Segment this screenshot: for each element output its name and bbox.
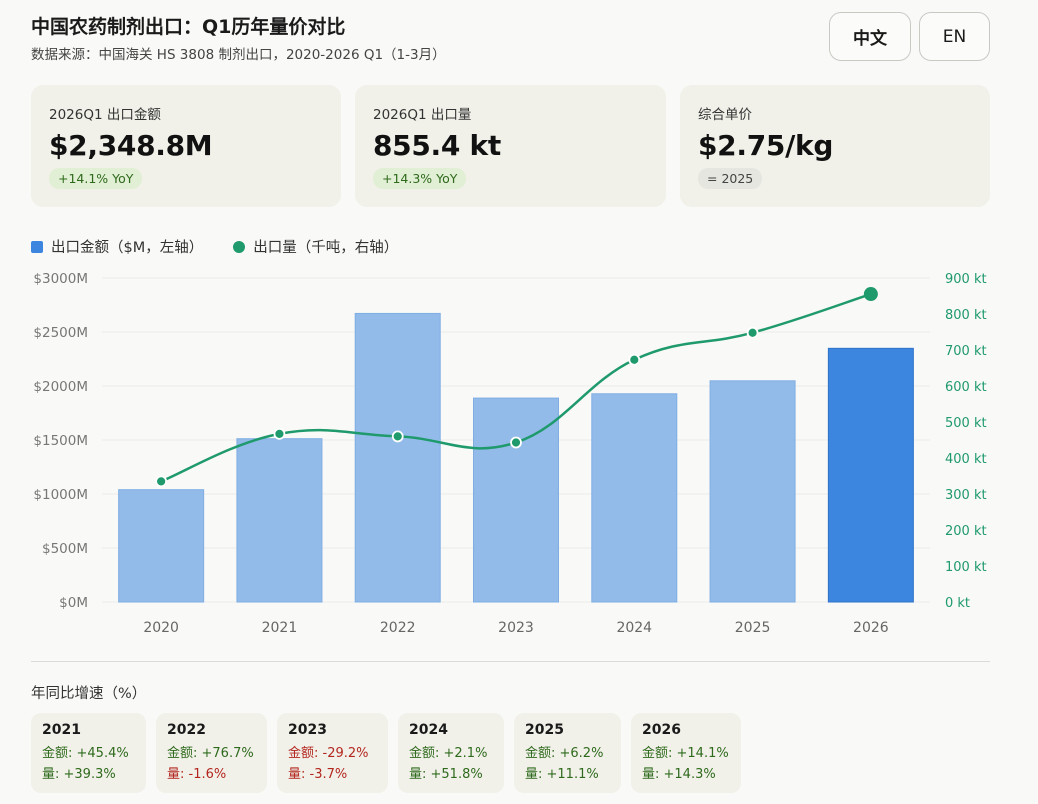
- x-tick-label: 2020: [143, 620, 179, 636]
- y-right-tick-label: 700 kt: [945, 344, 987, 359]
- growth-volume: 量: -3.7%: [288, 767, 348, 782]
- growth-volume: 量: -1.6%: [167, 767, 227, 782]
- volume-point-2025: [746, 326, 759, 339]
- x-tick-label: 2024: [616, 620, 652, 636]
- combo-chart: $0M $500M $1000M $1500M $2000M $2500M $3000M 0 …: [33, 271, 987, 636]
- volume-point-2020: [155, 475, 168, 488]
- kpi-badge: +14.1% YoY: [49, 168, 143, 189]
- growth-year: 2025: [525, 722, 564, 738]
- y-left-tick-label: $1500M: [33, 433, 88, 449]
- growth-card-2022: 2022 金额: +76.7% 量: -1.6%: [156, 713, 267, 793]
- x-tick-label: 2022: [380, 620, 416, 636]
- growth-amount: 金额: +6.2%: [525, 746, 604, 761]
- growth-year: 2026: [642, 722, 681, 738]
- y-left-tick-label: $1000M: [33, 487, 88, 503]
- y-right-tick-label: 0 kt: [945, 596, 970, 611]
- growth-card-2024: 2024 金额: +2.1% 量: +51.8%: [398, 713, 504, 793]
- bar-2022: [354, 312, 441, 603]
- y-right-tick-label: 600 kt: [945, 380, 987, 395]
- kpi-value: $2,348.8M: [49, 129, 213, 162]
- page-title: 中国农药制剂出口：Q1历年量价对比: [31, 16, 346, 38]
- growth-amount: 金额: +2.1%: [409, 746, 488, 761]
- growth-volume: 量: +39.3%: [42, 767, 116, 782]
- growth-amount: 金额: +76.7%: [167, 746, 254, 761]
- growth-card-2026: 2026 金额: +14.1% 量: +14.3%: [631, 713, 741, 793]
- kpi-card-unit-price: 综合单价 $2.75/kg = 2025: [680, 85, 990, 207]
- bar-2024: [591, 393, 678, 603]
- bar-2023: [473, 397, 559, 603]
- kpi-value: $2.75/kg: [698, 129, 834, 162]
- kpi-card-export-value: 2026Q1 出口金额 $2,348.8M +14.1% YoY: [31, 85, 341, 207]
- kpi-badge: = 2025: [698, 168, 763, 189]
- page-subtitle: 数据来源：中国海关 HS 3808 制剂出口，2020-2026 Q1（1-3月…: [31, 47, 446, 63]
- growth-volume: 量: +11.1%: [525, 767, 599, 782]
- growth-amount: 金额: +45.4%: [42, 746, 129, 761]
- growth-amount: 金额: +14.1%: [642, 746, 729, 761]
- growth-card-2021: 2021 金额: +45.4% 量: +39.3%: [31, 713, 146, 793]
- y-left-tick-label: $3000M: [33, 271, 88, 287]
- y-left-tick-label: $0M: [59, 595, 88, 611]
- growth-volume: 量: +51.8%: [409, 767, 483, 782]
- volume-point-2024: [628, 353, 641, 366]
- lang-en-button[interactable]: EN: [919, 12, 990, 61]
- x-tick-label: 2023: [498, 620, 534, 636]
- y-right-tick-label: 300 kt: [945, 488, 987, 503]
- y-right-tick-label: 500 kt: [945, 416, 987, 431]
- growth-year: 2022: [167, 722, 206, 738]
- y-left-tick-label: $2000M: [33, 379, 88, 395]
- legend-swatch-line: [233, 240, 246, 253]
- volume-point-2022: [391, 430, 404, 443]
- legend-label-bar: 出口金额（$M，左轴）: [51, 240, 204, 256]
- kpi-value: 855.4 kt: [373, 129, 501, 162]
- y-right-tick-label: 400 kt: [945, 452, 987, 467]
- kpi-label: 2026Q1 出口量: [373, 107, 472, 123]
- legend-label-line: 出口量（千吨，右轴）: [253, 240, 399, 256]
- growth-title: 年同比增速（%）: [31, 686, 147, 702]
- kpi-label: 2026Q1 出口金额: [49, 107, 161, 123]
- y-right-tick-label: 800 kt: [945, 308, 987, 323]
- volume-point-2026: [863, 287, 878, 302]
- legend-swatch-bar: [31, 240, 43, 253]
- volume-point-2023: [510, 436, 522, 449]
- x-tick-label: 2021: [262, 620, 298, 636]
- growth-year: 2024: [409, 722, 448, 738]
- growth-card-2023: 2023 金额: -29.2% 量: -3.7%: [277, 713, 388, 793]
- growth-card-2025: 2025 金额: +6.2% 量: +11.1%: [514, 713, 621, 793]
- y-right-tick-label: 100 kt: [945, 560, 987, 575]
- y-left-tick-label: $2500M: [33, 325, 88, 341]
- kpi-badge: +14.3% YoY: [373, 168, 467, 189]
- kpi-label: 综合单价: [698, 107, 752, 123]
- y-right-tick-label: 200 kt: [945, 524, 987, 539]
- kpi-card-export-volume: 2026Q1 出口量 855.4 kt +14.3% YoY: [355, 85, 666, 207]
- growth-volume: 量: +14.3%: [642, 767, 716, 782]
- bar-2021: [236, 438, 323, 603]
- legend-item-line[interactable]: 出口量（千吨，右轴）: [233, 236, 398, 257]
- x-tick-label: 2025: [735, 620, 771, 636]
- x-tick-label: 2026: [853, 620, 889, 636]
- growth-year: 2021: [42, 722, 81, 738]
- chart-legend: 出口金额（$M，左轴） 出口量（千吨，右轴）: [31, 236, 428, 257]
- growth-year: 2023: [288, 722, 327, 738]
- legend-item-bar[interactable]: 出口金额（$M，左轴）: [31, 236, 203, 257]
- divider: [31, 661, 990, 662]
- volume-point-2021: [273, 427, 286, 440]
- bar-2025: [709, 380, 796, 603]
- lang-zh-button[interactable]: 中文: [829, 12, 911, 61]
- growth-cards: 2021 金额: +45.4% 量: +39.3% 2022 金额: +76.7…: [31, 713, 751, 793]
- growth-amount: 金额: -29.2%: [288, 746, 369, 761]
- bar-2026: [827, 347, 914, 603]
- bar-2020: [118, 489, 205, 603]
- y-left-tick-label: $500M: [42, 541, 88, 557]
- y-right-tick-label: 900 kt: [945, 272, 987, 287]
